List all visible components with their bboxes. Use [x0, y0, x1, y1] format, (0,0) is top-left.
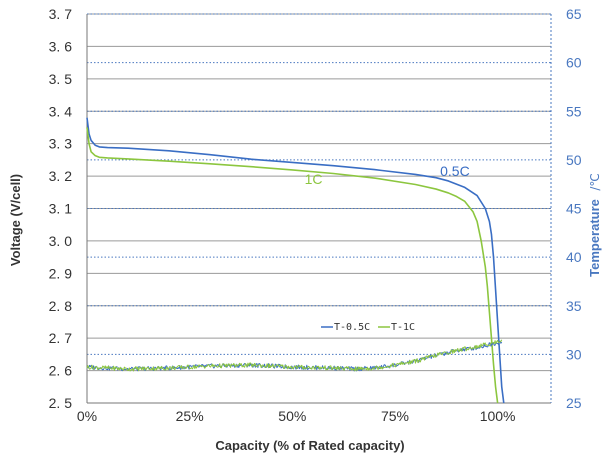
y-tick-label: 2. 6: [49, 363, 73, 379]
y-tick-label: 2. 5: [49, 395, 73, 411]
x-tick-label: 50%: [278, 408, 306, 424]
y-tick-label: 2. 8: [49, 298, 73, 314]
y-tick-label: 3. 2: [49, 168, 73, 184]
y-tick-label: 3. 5: [49, 71, 73, 87]
y-tick-label: 3. 3: [49, 136, 73, 152]
y2-tick-label: 35: [566, 298, 582, 314]
series-line-t-1c: [86, 339, 503, 372]
y2-axis-unit: /℃: [588, 173, 602, 191]
annotation-1c: 1C: [305, 171, 323, 187]
y2-tick-label: 50: [566, 152, 582, 168]
y-tick-label: 3. 0: [49, 233, 73, 249]
y-tick-label: 2. 7: [49, 330, 73, 346]
y-tick-label: 3. 7: [49, 6, 73, 22]
y2-tick-label: 45: [566, 201, 582, 217]
y2-axis-title-group: Temperature /℃: [586, 173, 603, 277]
y2-axis-title: Temperature: [587, 199, 602, 277]
y2-tick-label: 40: [566, 249, 582, 265]
series-lines: [86, 117, 505, 404]
tick-labels: 2. 5 2. 6 2. 7 2. 8 2. 9 3. 0 3. 1 3. 2 3. 3 3. 4…: [49, 6, 582, 424]
x-tick-label: 100%: [480, 408, 516, 424]
legend-label-t-1c: T-1C: [391, 322, 415, 333]
y-tick-label: 3. 6: [49, 38, 73, 54]
y2-axis-title-text: Temperature /℃: [586, 173, 603, 277]
x-tick-label: 25%: [176, 408, 204, 424]
x-tick-label: 75%: [381, 408, 409, 424]
annotation-0.5c: 0.5C: [440, 163, 470, 179]
legend: T-0.5C T-1C: [321, 322, 415, 333]
y2-tick-label: 55: [566, 103, 582, 119]
y2-tick-label: 25: [566, 395, 582, 411]
series-line-05c: [86, 117, 505, 404]
y-tick-label: 3. 1: [49, 201, 73, 217]
legend-label-t-0.5c: T-0.5C: [334, 322, 370, 333]
y2-tick-label: 60: [566, 55, 582, 71]
y-tick-label: 3. 4: [49, 103, 73, 119]
x-axis-title: Capacity (% of Rated capacity): [215, 438, 404, 453]
axis-frame: [86, 14, 552, 404]
y2-tick-label: 30: [566, 346, 582, 362]
y-axis-title: Voltage (V/cell): [8, 174, 23, 266]
y-tick-label: 2. 9: [49, 265, 73, 281]
x-tick-label: 0%: [77, 408, 97, 424]
series-line-1c: [86, 127, 499, 404]
y2-tick-label: 65: [566, 6, 582, 22]
